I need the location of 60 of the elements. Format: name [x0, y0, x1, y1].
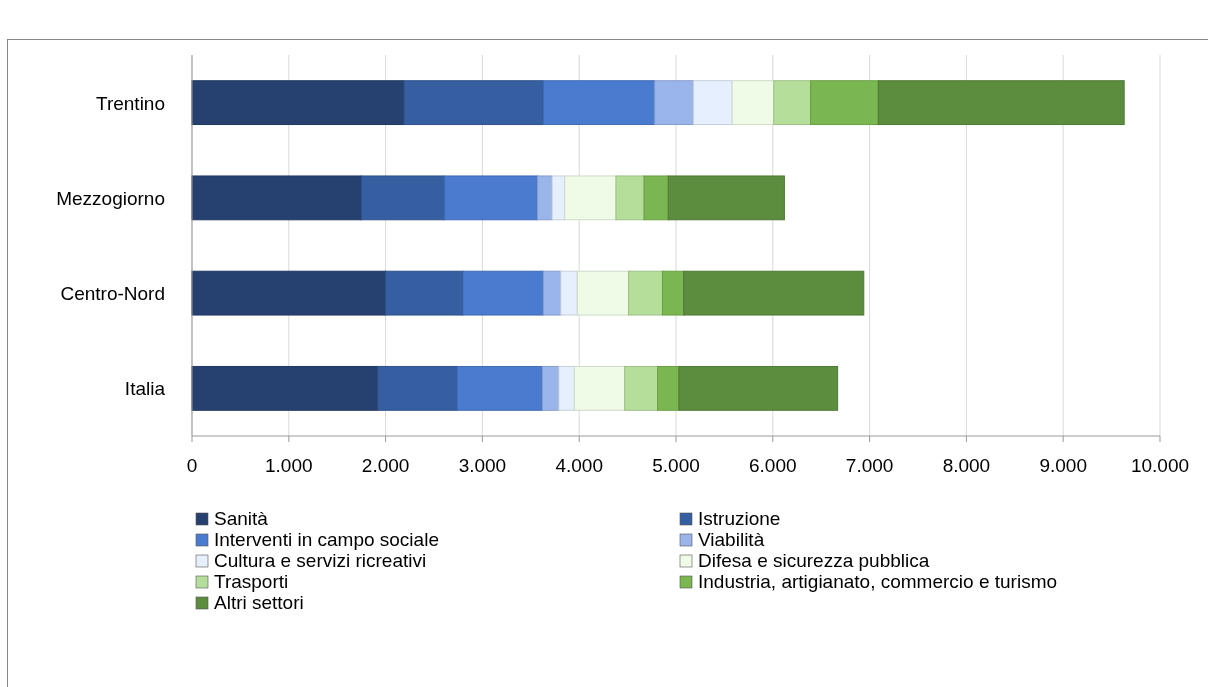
legend-label: Interventi in campo sociale — [214, 529, 439, 550]
bar — [191, 270, 387, 316]
y-tick-label: Centro-Nord — [60, 283, 165, 305]
bar — [773, 80, 812, 126]
x-tick-label: 6.000 — [749, 455, 797, 476]
bar — [191, 80, 405, 126]
x-tick-label: 5.000 — [652, 455, 700, 476]
legend-label: Difesa e sicurezza pubblica — [698, 550, 930, 571]
bar — [360, 175, 446, 221]
x-tick-label: 4.000 — [555, 455, 603, 476]
bar — [537, 175, 553, 221]
bar — [810, 80, 879, 126]
x-tick-label: 10.000 — [1130, 455, 1190, 476]
bar — [683, 270, 865, 316]
legend-label: Industria, artigianato, commercio e turismo — [698, 571, 1058, 592]
legend-label: Viabilità — [698, 529, 765, 550]
bar — [667, 175, 785, 221]
bar — [456, 365, 543, 411]
x-tick-label: 7.000 — [845, 455, 894, 476]
legend-label: Istruzione — [698, 508, 781, 529]
bar — [541, 365, 560, 411]
x-tick-label: 3.000 — [458, 455, 507, 476]
bar — [542, 270, 562, 316]
x-tick-label: 2.000 — [361, 455, 410, 476]
bar — [661, 270, 685, 316]
bar — [877, 80, 1125, 126]
bar — [624, 365, 659, 411]
y-tick-label: Trentino — [96, 92, 165, 114]
bar — [385, 270, 464, 316]
bar — [462, 270, 544, 316]
bar — [573, 365, 626, 411]
x-tick-label: 9.000 — [1039, 455, 1087, 476]
x-tick-label: 8.000 — [942, 455, 991, 476]
bar — [560, 270, 578, 316]
bar — [731, 80, 775, 126]
y-tick-label: Italia — [124, 378, 166, 400]
bar — [542, 80, 656, 126]
bar — [657, 365, 680, 411]
bar — [377, 365, 458, 411]
y-tick-label: Mezzogiorno — [56, 187, 165, 209]
bar — [615, 175, 645, 221]
legend-label: Sanità — [214, 508, 269, 529]
bar — [551, 175, 566, 221]
bar — [692, 80, 733, 126]
legend-label: Cultura e servizi ricreativi — [214, 550, 427, 571]
legend-label: Trasporti — [214, 571, 289, 592]
bar — [654, 80, 694, 126]
bar — [558, 365, 575, 411]
legend-label: Altri settori — [214, 592, 304, 613]
bar — [444, 175, 539, 221]
bar — [643, 175, 669, 221]
bar — [564, 175, 617, 221]
x-tick-label: 1.000 — [265, 455, 313, 476]
bar — [191, 365, 379, 411]
bar — [403, 80, 544, 126]
bar — [576, 270, 630, 316]
bar — [191, 175, 362, 221]
bar — [628, 270, 663, 316]
x-tick-label: 0 — [186, 455, 198, 476]
bar — [678, 365, 839, 411]
